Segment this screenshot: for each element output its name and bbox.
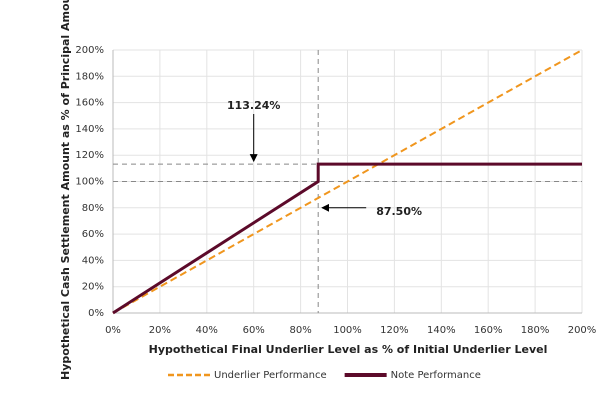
y-tick-label: 60% (82, 229, 104, 240)
y-tick-label: 0% (88, 308, 104, 319)
annotation: 113.24% (227, 99, 280, 112)
series-line (112, 162, 582, 315)
x-tick-label: 40% (196, 325, 218, 336)
y-tick-label: 20% (82, 282, 104, 293)
legend-label: Underlier Performance (214, 370, 327, 381)
annotation: 87.50% (376, 205, 422, 218)
y-tick-label: 180% (75, 71, 104, 82)
y-tick-label: 40% (82, 255, 104, 266)
x-tick-label: 120% (380, 325, 409, 336)
x-tick-label: 180% (521, 325, 550, 336)
y-tick-label: 140% (75, 124, 104, 135)
x-tick-label: 200% (568, 325, 597, 336)
y-tick-label: 100% (75, 177, 104, 188)
x-tick-label: 100% (333, 325, 362, 336)
x-axis-label: Hypothetical Final Underlier Level as % … (149, 343, 548, 356)
y-tick-label: 200% (75, 45, 104, 56)
legend-label: Note Performance (391, 370, 481, 381)
x-tick-label: 140% (427, 325, 456, 336)
x-tick-label: 80% (289, 325, 311, 336)
x-tick-label: 0% (105, 325, 121, 336)
series-line (112, 49, 583, 314)
x-tick-label: 160% (474, 325, 503, 336)
y-tick-label: 120% (75, 150, 104, 161)
y-axis-label: Hypothetical Cash Settlement Amount as %… (59, 0, 72, 380)
y-tick-label: 80% (82, 203, 104, 214)
y-tick-label: 160% (75, 98, 104, 109)
x-tick-label: 20% (149, 325, 171, 336)
x-tick-label: 60% (243, 325, 265, 336)
